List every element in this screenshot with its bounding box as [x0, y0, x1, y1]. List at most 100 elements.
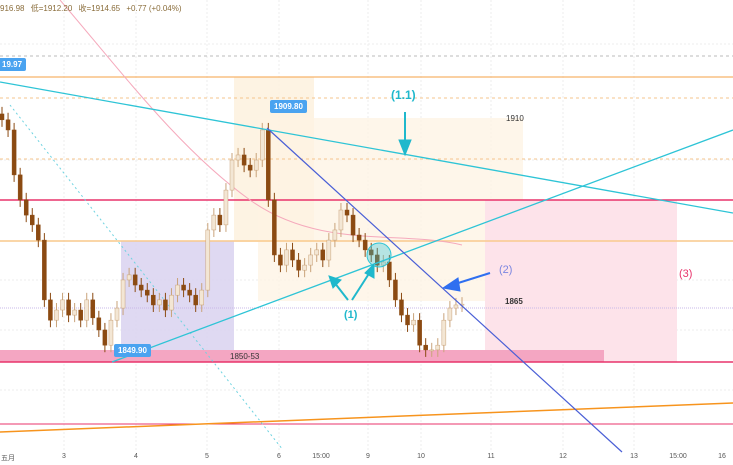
candle-body [72, 309, 77, 316]
x-tick-label: 11 [487, 453, 495, 460]
price-tag-top: 19.97 [0, 58, 27, 71]
candle-body [138, 284, 144, 291]
x-tick-label: 15:00 [312, 453, 330, 460]
level-1910-label: 1910 [506, 114, 524, 123]
candle-body [169, 294, 174, 311]
candle-body [151, 294, 156, 306]
candle-body [290, 249, 295, 261]
candle-body [193, 294, 198, 306]
break-circle [366, 242, 392, 268]
support-zone-1850-53 [0, 350, 604, 362]
candle-body [36, 224, 41, 241]
candle-body [187, 289, 192, 296]
candle-body [435, 344, 441, 351]
candle-body [429, 349, 434, 352]
target-zone-pink [485, 200, 677, 362]
candle-body [368, 249, 374, 256]
annotation-2: (2) [499, 264, 513, 276]
candle-body [0, 113, 5, 121]
candle-body [332, 229, 338, 241]
candle-body [375, 254, 380, 266]
candle-body [102, 329, 108, 346]
candle-body [114, 307, 120, 321]
candle-body [157, 299, 162, 306]
x-tick-label: 五月 [1, 455, 15, 462]
blue-descending-trendline [266, 127, 623, 453]
candle-body [120, 279, 126, 309]
x-tick-label: 13 [630, 453, 638, 460]
candle-body [362, 239, 368, 251]
candle-body [344, 209, 350, 216]
x-tick-label: 15:00 [669, 453, 687, 460]
candle-body [314, 249, 319, 256]
candle-body [199, 289, 204, 306]
candle-body [387, 261, 392, 281]
x-tick-label: 3 [62, 453, 66, 460]
close-value: 收=1914.65 [78, 4, 121, 13]
x-tick-label: 5 [205, 453, 209, 460]
low-value: 低=1912.20 [30, 4, 73, 13]
candle-body [272, 199, 277, 256]
x-tick-label: 12 [559, 453, 567, 460]
candle-body [417, 319, 422, 346]
moving-average [59, 0, 463, 246]
candle-body [60, 299, 65, 311]
candle-body [356, 234, 362, 241]
candle-body [253, 159, 259, 171]
candle-body [145, 289, 150, 296]
cyan-descending-trendline [0, 81, 733, 214]
candle-body [411, 319, 416, 326]
price-tag-high: 1909.80 [270, 100, 307, 113]
candle-body [17, 174, 23, 201]
candle-body [453, 304, 459, 309]
candle-body [260, 129, 265, 161]
candle-body [11, 129, 17, 176]
candle-body [235, 154, 241, 161]
change-value: +0.77 (+0.04%) [126, 4, 182, 13]
level-1865-label: 1865 [505, 297, 523, 306]
x-tick-label: 6 [277, 453, 281, 460]
candle-body [163, 299, 168, 311]
candle-body [90, 299, 96, 319]
candle-body [441, 319, 447, 346]
candle-body [217, 214, 223, 226]
candle-body [399, 299, 404, 316]
x-tick-label: 16 [718, 453, 726, 460]
candle-body [284, 249, 289, 266]
candles [0, 106, 465, 357]
candle-body [326, 239, 332, 261]
candle-body [405, 314, 410, 326]
candle-body [308, 254, 313, 266]
candle-body [211, 214, 217, 231]
candle-body [175, 284, 180, 296]
annotation-1-1: (1.1) [391, 88, 416, 102]
candle-body [350, 214, 356, 236]
candle-body [278, 254, 283, 266]
candle-body [241, 154, 247, 166]
x-tick-label: 9 [366, 453, 370, 460]
ohlc-header: 916.98 低=1912.20 收=1914.65 +0.77 (+0.04%… [0, 3, 186, 14]
arrow-icons [328, 112, 412, 301]
candle-body [320, 249, 326, 261]
candle-body [48, 299, 53, 321]
candle-body [108, 319, 114, 346]
candle-body [30, 214, 35, 226]
candle-body [23, 199, 29, 216]
blue-arrow-icon [441, 272, 491, 292]
orange-trend-line [0, 402, 733, 433]
x-tick-label: 10 [417, 453, 425, 460]
candle-body [66, 299, 71, 316]
zone-label: 1850-53 [230, 352, 260, 361]
candle-body [132, 274, 138, 286]
candle-body [302, 264, 307, 271]
candle-body [393, 279, 398, 301]
candle-body [126, 274, 132, 281]
candle-body [296, 259, 301, 271]
candle-body [42, 239, 47, 301]
cyan-dotted-trend [9, 104, 284, 451]
candle-body [229, 159, 235, 191]
candle-body [205, 229, 211, 291]
candle-body [78, 309, 83, 321]
